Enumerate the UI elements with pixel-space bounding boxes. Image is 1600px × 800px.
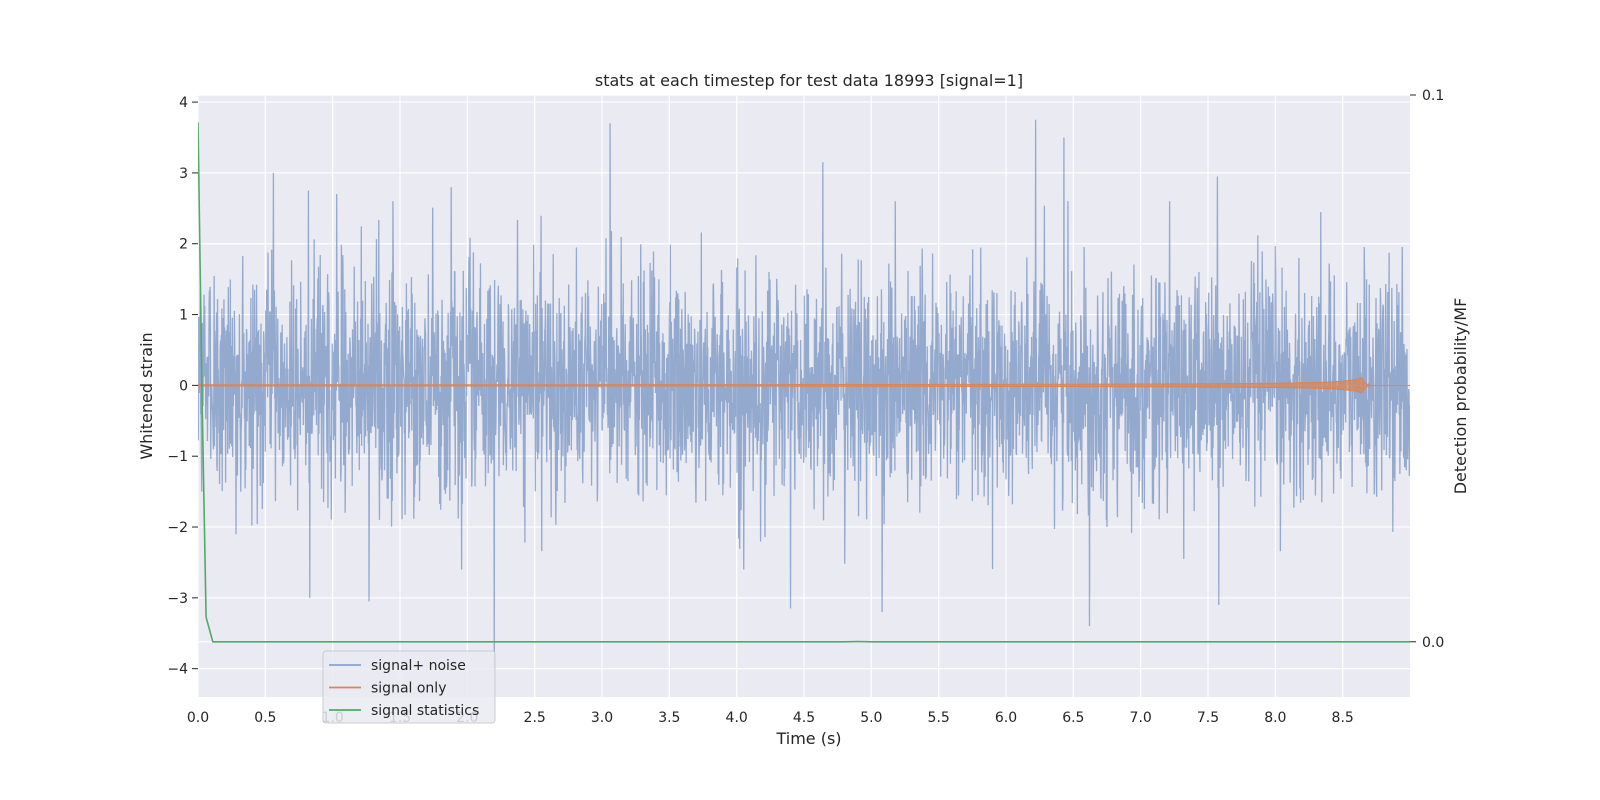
legend-label-signal-only: signal only bbox=[371, 681, 446, 697]
series-line-signal-only bbox=[198, 376, 1410, 394]
legend-label-signal-statistics: signal statistics bbox=[371, 703, 479, 719]
series-line-signal-noise bbox=[198, 119, 1410, 669]
y-axis-label: Whitened strain bbox=[137, 332, 156, 459]
y-tick-label: −2 bbox=[167, 520, 188, 536]
y-tick-label: −3 bbox=[167, 591, 188, 607]
legend-label-signal-noise: signal+ noise bbox=[371, 658, 466, 674]
y-tick-label: 2 bbox=[179, 237, 188, 253]
y2-tick-label: 0.0 bbox=[1422, 635, 1444, 651]
y-tick-label: 0 bbox=[179, 378, 188, 394]
x-tick-label: 4.5 bbox=[793, 710, 815, 726]
x-tick-label: 7.5 bbox=[1197, 710, 1219, 726]
y2-axis-label: Detection probability/MF bbox=[1451, 298, 1470, 495]
x-tick-label: 4.0 bbox=[726, 710, 748, 726]
chart-title: stats at each timestep for test data 189… bbox=[595, 71, 1023, 90]
y-axis-left: −4 −3 −2 −1 0 1 2 3 4 bbox=[167, 95, 198, 678]
x-axis-label: Time (s) bbox=[775, 729, 841, 748]
y-tick-label: 4 bbox=[179, 95, 188, 111]
x-tick-label: 5.5 bbox=[928, 710, 950, 726]
x-tick-label: 6.5 bbox=[1062, 710, 1084, 726]
y-tick-label: 1 bbox=[179, 308, 188, 324]
x-tick-label: 0.0 bbox=[187, 710, 209, 726]
y-tick-label: −1 bbox=[167, 449, 188, 465]
x-tick-label: 2.5 bbox=[524, 710, 546, 726]
y-tick-label: 3 bbox=[179, 166, 188, 182]
x-tick-label: 3.0 bbox=[591, 710, 613, 726]
x-tick-label: 8.5 bbox=[1332, 710, 1354, 726]
legend-box bbox=[322, 650, 496, 724]
series-line-signal-statistics bbox=[198, 122, 1410, 643]
x-tick-label: 6.0 bbox=[995, 710, 1017, 726]
y-tick-label: −4 bbox=[167, 662, 188, 678]
y-axis-right: 0.0 0.1 bbox=[1410, 88, 1444, 651]
x-tick-label: 3.5 bbox=[658, 710, 680, 726]
x-tick-label: 5.0 bbox=[860, 710, 882, 726]
legend: signal+ noise signal only signal statist… bbox=[322, 650, 496, 724]
x-tick-label: 8.0 bbox=[1264, 710, 1286, 726]
x-tick-label: 0.5 bbox=[254, 710, 276, 726]
x-tick-label: 7.0 bbox=[1130, 710, 1152, 726]
y2-tick-label: 0.1 bbox=[1422, 88, 1444, 104]
